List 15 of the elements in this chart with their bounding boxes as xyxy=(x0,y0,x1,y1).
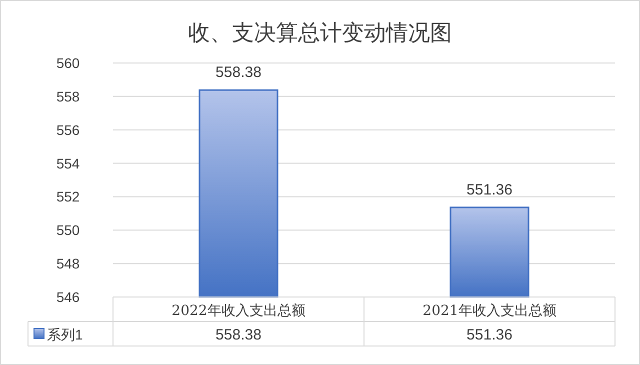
y-tick-label: 548 xyxy=(56,256,80,272)
legend-label: 系列1 xyxy=(47,326,83,342)
y-tick-label: 552 xyxy=(56,188,80,205)
y-tick-label: 550 xyxy=(56,222,80,238)
y-tick-label: 556 xyxy=(56,122,80,138)
data-label: 558.38 xyxy=(216,326,262,344)
y-tick-label: 554 xyxy=(56,155,80,172)
x-tick-label: 2022年收入支出总额 xyxy=(172,303,306,319)
y-tick-label: 558 xyxy=(56,88,80,104)
x-tick-label: 2021年收入支出总额 xyxy=(422,303,556,319)
title: 收、支决算总计变动情况图 xyxy=(188,21,452,46)
y-tick-label: 546 xyxy=(56,289,80,305)
y-tick-label: 560 xyxy=(56,55,80,71)
data-label: 551.36 xyxy=(466,326,512,344)
series: 558.38 551.36 xyxy=(198,64,530,298)
